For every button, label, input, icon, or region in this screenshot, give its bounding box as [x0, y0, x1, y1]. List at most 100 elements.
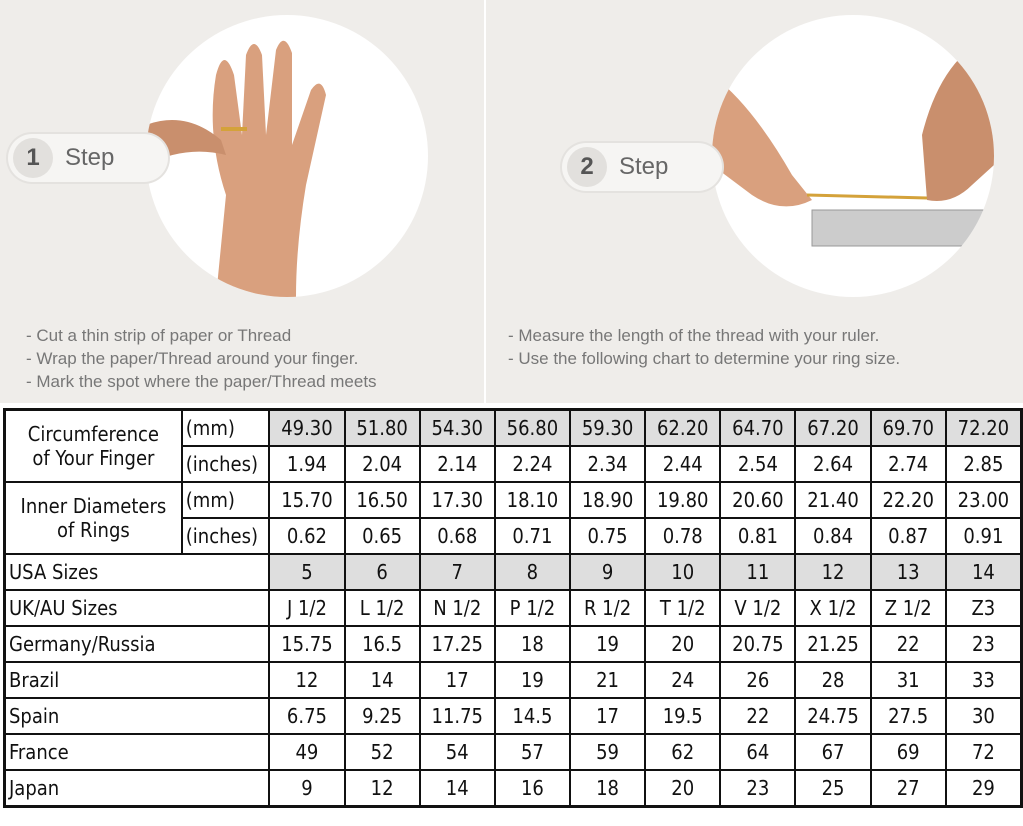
row-label-line: Inner Diameters: [20, 494, 167, 518]
table-cell: 18.90: [568, 481, 647, 519]
hand-illustration: [146, 15, 428, 297]
table-cell: 0.87: [869, 517, 947, 555]
table-cell: 9: [268, 769, 346, 808]
table-cell: 19.80: [644, 481, 722, 519]
step-label: Step: [619, 153, 669, 180]
table-cell: 7: [418, 553, 496, 591]
table-row: UK/AU Sizes J 1/2 L 1/2 N 1/2 P 1/2 R 1/2 T 1/…: [3, 589, 1023, 627]
table-cell: 28: [794, 661, 872, 699]
step-2-badge: 2 Step: [562, 143, 722, 191]
table-cell: 57: [493, 733, 571, 771]
table-cell: 21.25: [794, 625, 872, 663]
table-cell: 22: [719, 697, 797, 735]
ring-size-table: Circumference of Your Finger (mm) 49.30 51.8…: [3, 408, 1023, 808]
table-cell: J 1/2: [268, 589, 346, 627]
instruction: - Cut a thin strip of paper or Thread: [26, 326, 292, 345]
table-cell: 17: [418, 661, 496, 699]
table-cell: 59: [568, 733, 647, 771]
table-cell: 2.44: [644, 445, 722, 483]
step-number: 1: [13, 138, 53, 178]
instruction: - Mark the spot where the paper/Thread m…: [26, 372, 377, 391]
table-row: (inches) 0.62 0.65 0.68 0.71 0.75 0.78 0.81 0.84…: [5, 517, 1023, 555]
instructions-panel: 1 Step 2 Step - Cut a thin strip of pape…: [0, 0, 1023, 403]
unit-label: (mm): [180, 408, 271, 447]
table-cell: 23: [944, 625, 1023, 663]
table-cell: 21.40: [794, 481, 872, 519]
table-cell: 0.81: [719, 517, 797, 555]
table-row: Inner Diameters of Rings (mm) 15.70 16.50 17.…: [3, 481, 1023, 555]
row-label: UK/AU Sizes: [3, 589, 271, 627]
table-cell: 29: [944, 769, 1023, 808]
table-cell: 24.75: [794, 697, 872, 735]
table-cell: 59.30: [568, 408, 647, 447]
instruction: - Wrap the paper/Thread around your fing…: [26, 349, 359, 368]
table-cell: 69.70: [869, 408, 947, 447]
table-cell: 49: [268, 733, 346, 771]
table-row: Circumference of Your Finger (mm) 49.30 51.8…: [3, 408, 1023, 483]
table-cell: 64: [719, 733, 797, 771]
table-cell: 33: [944, 661, 1023, 699]
table-cell: 0.84: [794, 517, 872, 555]
row-label: USA Sizes: [3, 553, 271, 591]
table-cell: 18.10: [493, 481, 571, 519]
table-cell: L 1/2: [343, 589, 421, 627]
table-cell: 69: [869, 733, 947, 771]
table-cell: 54.30: [418, 408, 496, 447]
table-cell: 20: [644, 625, 722, 663]
table-cell: Z 1/2: [869, 589, 947, 627]
row-label: Circumference of Your Finger: [3, 408, 183, 483]
table-cell: V 1/2: [719, 589, 797, 627]
table-cell: 2.24: [493, 445, 571, 483]
table-row: France 49 52 54 57 59 62 64 67 69 72: [3, 733, 1023, 771]
table-cell: 14: [343, 661, 421, 699]
table-cell: 16: [493, 769, 571, 808]
table-cell: 2.34: [568, 445, 647, 483]
table-cell: 25: [794, 769, 872, 808]
table-cell: 17.30: [418, 481, 496, 519]
table-cell: 18: [568, 769, 647, 808]
unit-label: (mm): [180, 481, 271, 519]
table-cell: 1.94: [268, 445, 346, 483]
row-label: France: [3, 733, 271, 771]
table-cell: 6.75: [268, 697, 346, 735]
table-cell: 22.20: [869, 481, 947, 519]
row-label: Inner Diameters of Rings: [3, 481, 183, 555]
ruler-illustration: [712, 15, 994, 297]
step-label: Step: [65, 144, 115, 171]
table-cell: N 1/2: [418, 589, 496, 627]
table-cell: 24: [644, 661, 722, 699]
table-cell: 20.75: [719, 625, 797, 663]
table-cell: 51.80: [343, 408, 421, 447]
table-cell: 14.5: [493, 697, 571, 735]
row-label: Japan: [3, 769, 271, 808]
row-label-line: Circumference: [27, 422, 159, 446]
table-cell: 0.65: [343, 517, 421, 555]
table-cell: 72.20: [944, 408, 1023, 447]
table-cell: 72: [944, 733, 1023, 771]
table-row: Japan 9 12 14 16 18 20 23 25 27 29: [3, 769, 1023, 808]
table-cell: 0.91: [944, 517, 1023, 555]
table-cell: P 1/2: [493, 589, 571, 627]
table-cell: 31: [869, 661, 947, 699]
table-cell: 27: [869, 769, 947, 808]
table-cell: 0.71: [493, 517, 571, 555]
table-cell: 21: [568, 661, 647, 699]
table-cell: 12: [794, 553, 872, 591]
table-cell: 67.20: [794, 408, 872, 447]
unit-label: (inches): [180, 517, 271, 555]
table-cell: 19.5: [644, 697, 722, 735]
table-cell: 17: [568, 697, 647, 735]
table-cell: 27.5: [869, 697, 947, 735]
step-1-badge: 1 Step: [8, 134, 168, 182]
table-cell: 52: [343, 733, 421, 771]
table-row: Brazil 12 14 17 19 21 24 26 28 31 33: [3, 661, 1023, 699]
table-cell: 14: [944, 553, 1023, 591]
table-row: Germany/Russia 15.75 16.5 17.25 18 19 20 20.75 2…: [3, 625, 1023, 663]
divider: [484, 0, 486, 403]
table-cell: 22: [869, 625, 947, 663]
table-cell: 17.25: [418, 625, 496, 663]
table-cell: 20: [644, 769, 722, 808]
table-cell: 0.78: [644, 517, 722, 555]
table-cell: 18: [493, 625, 571, 663]
table-cell: 14: [418, 769, 496, 808]
